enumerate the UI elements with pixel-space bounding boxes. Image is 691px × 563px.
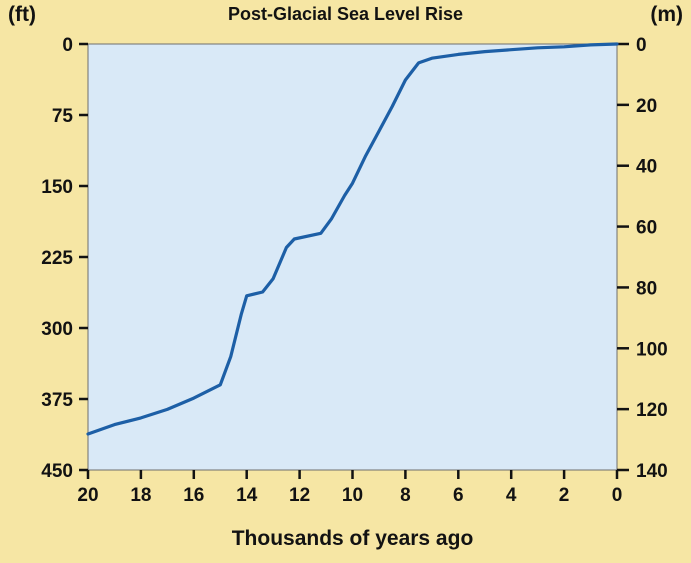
x-tick-label: 10 [342, 485, 363, 506]
x-tick-label: 0 [612, 485, 623, 506]
chart-title: Post-Glacial Sea Level Rise [227, 4, 464, 24]
x-tick-label: 4 [506, 485, 517, 506]
y-left-tick-label: 300 [41, 319, 73, 340]
sea-level-series-line [86, 42, 619, 436]
x-tick-label: 20 [77, 485, 98, 506]
y-right-tick-label: 120 [636, 400, 668, 421]
y-right-tick-label: 0 [636, 35, 647, 56]
x-axis-title: Thousands of years ago [231, 527, 474, 550]
y-left-tick-label: 225 [41, 248, 73, 269]
y-left-tick-label: 0 [62, 35, 73, 56]
x-tick-label: 18 [130, 485, 151, 506]
y-left-tick-label: 75 [52, 106, 74, 127]
y-left-tick-label: 150 [41, 177, 73, 198]
x-tick-label: 16 [183, 485, 204, 506]
x-tick-label: 8 [400, 485, 411, 506]
right-axis-unit-label: (m) [650, 3, 683, 26]
y-right-tick-label: 140 [636, 461, 668, 482]
y-right-tick-label: 100 [636, 339, 668, 360]
y-right-tick-label: 40 [636, 157, 657, 178]
y-right-tick-label: 80 [636, 278, 657, 299]
y-left-tick-label: 450 [41, 461, 73, 482]
x-tick-label: 2 [559, 485, 570, 506]
x-tick-label: 14 [236, 485, 258, 506]
y-right-tick-label: 20 [636, 96, 657, 117]
x-tick-label: 12 [289, 485, 310, 506]
left-axis-unit-label: (ft) [8, 3, 36, 26]
y-right-tick-label: 60 [636, 218, 657, 239]
x-tick-label: 6 [453, 485, 464, 506]
plot-area [87, 43, 618, 471]
y-left-tick-label: 375 [41, 390, 73, 411]
